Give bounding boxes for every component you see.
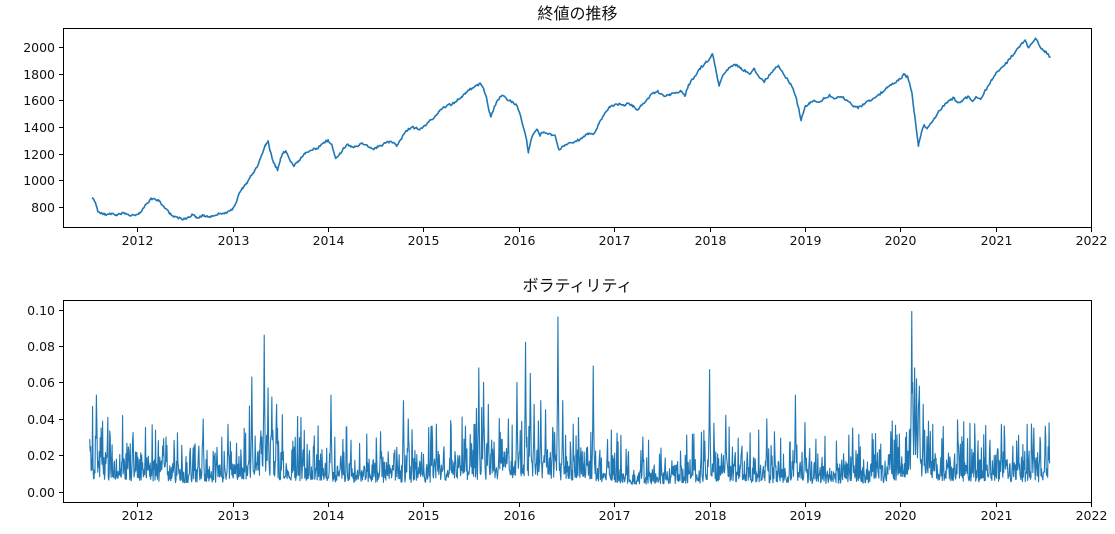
volatility-chart-title: ボラティリティ bbox=[522, 276, 633, 295]
price-chart-title: 終値の推移 bbox=[537, 4, 618, 23]
x-tick-label: 2014 bbox=[313, 233, 345, 248]
x-tick-label: 2021 bbox=[981, 508, 1013, 523]
x-tick-label: 2012 bbox=[122, 233, 154, 248]
y-tick-label: 0.00 bbox=[27, 485, 55, 500]
close-price-spines bbox=[63, 28, 1092, 228]
x-tick-label: 2015 bbox=[408, 233, 440, 248]
x-tick-label: 2014 bbox=[313, 508, 345, 523]
x-tick-label: 2019 bbox=[790, 508, 822, 523]
x-tick-label: 2020 bbox=[885, 233, 917, 248]
x-tick-label: 2013 bbox=[218, 508, 250, 523]
x-tick-label: 2019 bbox=[790, 233, 822, 248]
y-tick-label: 0.02 bbox=[27, 448, 55, 463]
y-tick-label: 0.06 bbox=[27, 375, 55, 390]
x-tick-label: 2021 bbox=[981, 233, 1013, 248]
x-tick-label: 2013 bbox=[218, 233, 250, 248]
x-tick-label: 2020 bbox=[885, 508, 917, 523]
close-price-axes: 2012 2013 2014 2015 2016 2017 2018 2019 2020 2021… bbox=[23, 28, 1108, 248]
volatility-axes: 2012 2013 2014 2015 2016 2017 2018 2019 2020 2021… bbox=[27, 300, 1108, 523]
y-tick-label: 1600 bbox=[23, 93, 55, 108]
y-tick-label: 1200 bbox=[23, 147, 55, 162]
y-tick-label: 800 bbox=[31, 200, 55, 215]
y-tick-label: 0.08 bbox=[27, 339, 55, 354]
y-tick-label: 2000 bbox=[23, 40, 55, 55]
volatility-spines bbox=[63, 300, 1092, 503]
close-price-line bbox=[91, 37, 1051, 221]
y-tick-label: 1800 bbox=[23, 67, 55, 82]
y-tick-label: 1400 bbox=[23, 120, 55, 135]
x-tick-label: 2012 bbox=[122, 508, 154, 523]
x-tick-label: 2017 bbox=[599, 233, 631, 248]
x-tick-label: 2018 bbox=[695, 233, 727, 248]
x-tick-label: 2015 bbox=[408, 508, 440, 523]
x-tick-label: 2018 bbox=[695, 508, 727, 523]
y-tick-label: 1000 bbox=[23, 173, 55, 188]
x-tick-label: 2022 bbox=[1076, 233, 1108, 248]
volatility-line bbox=[89, 310, 1051, 485]
x-tick-label: 2016 bbox=[504, 233, 536, 248]
x-tick-label: 2016 bbox=[504, 508, 536, 523]
y-tick-label: 0.10 bbox=[27, 303, 55, 318]
x-tick-label: 2017 bbox=[599, 508, 631, 523]
x-tick-label: 2022 bbox=[1076, 508, 1108, 523]
y-tick-label: 0.04 bbox=[27, 412, 55, 427]
